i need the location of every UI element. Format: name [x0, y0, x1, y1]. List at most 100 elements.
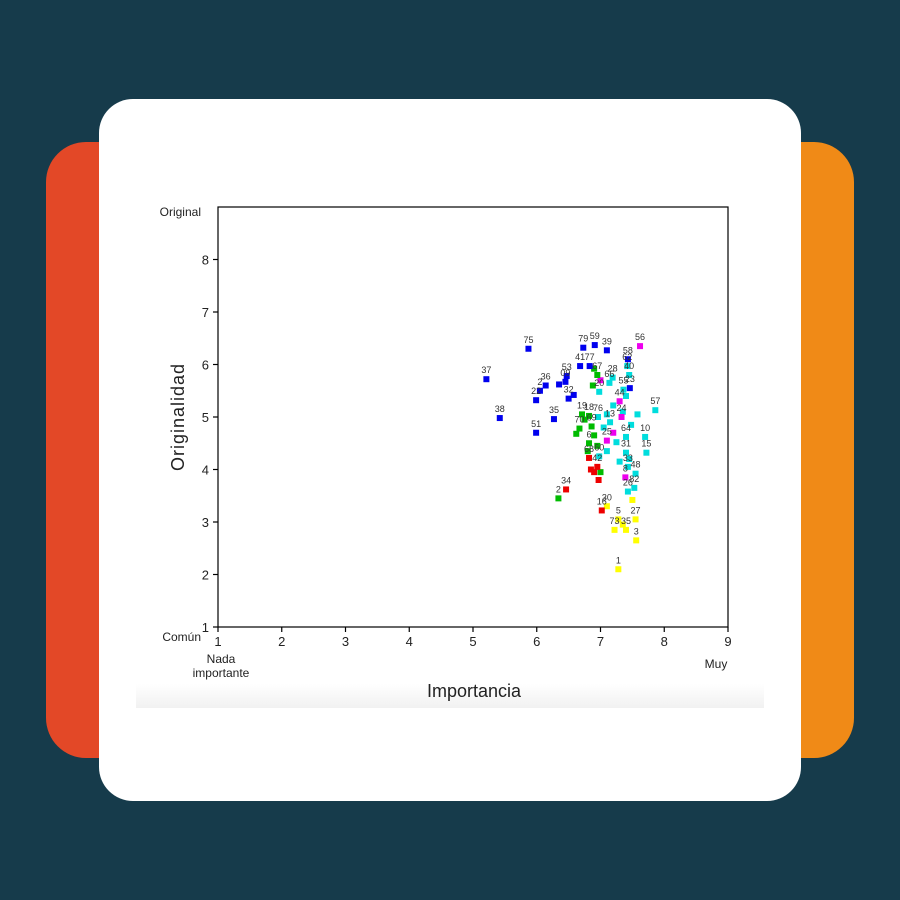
data-point [555, 495, 562, 502]
point-label: 76 [593, 403, 603, 413]
data-point [626, 372, 633, 378]
data-point [591, 365, 598, 372]
point-label: 35 [621, 516, 631, 526]
y-tick-label: 1 [202, 620, 209, 635]
point-label: 34 [561, 475, 571, 485]
data-point [584, 448, 591, 455]
point-label: 28 [608, 364, 618, 374]
point-label: 68 [584, 444, 594, 454]
data-point [586, 440, 593, 447]
point-label: 10 [640, 423, 650, 433]
data-point [579, 411, 586, 418]
data-point [643, 449, 650, 456]
data-point [626, 385, 633, 392]
data-point [563, 373, 570, 380]
point-label: 5 [616, 505, 621, 515]
point-label: 36 [541, 372, 551, 382]
point-label: 25 [602, 427, 612, 437]
point-label: 22 [531, 386, 541, 396]
x-tick-label: 1 [214, 634, 221, 649]
x-tick-label: 5 [469, 634, 476, 649]
point-label: 1 [616, 555, 621, 565]
point-label: 64 [621, 423, 631, 433]
data-point [581, 416, 588, 423]
point-label: 15 [641, 439, 651, 449]
data-point [637, 343, 644, 350]
data-point [615, 516, 622, 523]
data-point [600, 424, 607, 431]
x-tick-label: 2 [278, 634, 285, 649]
data-point [562, 378, 569, 385]
data-point [570, 391, 577, 398]
data-point [626, 456, 633, 462]
point-label: 53 [562, 362, 572, 372]
point-label: 39 [602, 336, 612, 346]
data-point [609, 374, 616, 381]
point-label: 62 [622, 352, 632, 362]
data-point [603, 347, 610, 354]
y-axis-title: Originalidad [168, 363, 188, 471]
data-point [629, 496, 636, 503]
data-point [556, 381, 563, 388]
y-tick-label: 4 [202, 463, 209, 478]
data-point [628, 421, 635, 428]
data-point [598, 507, 605, 514]
x-left-label-line2: importante [193, 666, 250, 680]
data-point [550, 416, 557, 423]
data-point [594, 463, 601, 470]
data-point [632, 470, 639, 477]
data-point [619, 408, 626, 415]
data-point [610, 429, 617, 436]
x-axis-title: Importancia [427, 681, 522, 701]
data-point [607, 419, 614, 426]
point-label: 2 [537, 377, 542, 387]
data-point [624, 488, 631, 495]
data-point [586, 412, 593, 419]
data-point [533, 429, 540, 436]
data-point [623, 449, 629, 456]
data-point [632, 516, 639, 523]
point-label: 58 [623, 345, 633, 355]
y-tick-label: 6 [202, 358, 209, 373]
point-label: 73 [610, 516, 620, 526]
data-point [624, 356, 631, 363]
point-label: 3 [634, 526, 639, 536]
data-point [611, 526, 618, 533]
point-label: 82 [629, 474, 639, 484]
data-point [624, 463, 631, 470]
point-label: 59 [590, 331, 600, 341]
point-label: 60 [594, 442, 604, 452]
data-point [634, 411, 641, 418]
point-label: 57 [650, 396, 660, 406]
data-point [624, 363, 631, 370]
data-point [616, 458, 623, 465]
x-tick-label: 4 [406, 634, 413, 649]
point-label: 51 [531, 419, 541, 429]
data-point [633, 537, 640, 544]
data-point [606, 379, 613, 386]
x-right-label: Muy [705, 657, 728, 671]
point-label: 26 [623, 478, 633, 488]
data-point [591, 342, 598, 349]
point-label: 24 [617, 403, 627, 413]
data-point [587, 466, 594, 473]
y-tick-label: 2 [202, 568, 209, 583]
data-point [631, 484, 638, 491]
data-point [642, 433, 649, 440]
x-tick-label: 7 [597, 634, 604, 649]
point-label: 8 [623, 463, 628, 473]
point-label: 20 [594, 378, 604, 388]
point-label: 41 [575, 352, 585, 362]
data-point [620, 386, 627, 393]
point-label: 69 [587, 412, 597, 422]
data-point [591, 469, 598, 476]
plot-frame [217, 206, 729, 628]
data-point [496, 415, 503, 422]
data-point [565, 395, 572, 402]
chart-bottom-strip [136, 684, 764, 708]
data-point [589, 382, 596, 389]
data-point [595, 477, 602, 483]
data-point [483, 376, 490, 383]
